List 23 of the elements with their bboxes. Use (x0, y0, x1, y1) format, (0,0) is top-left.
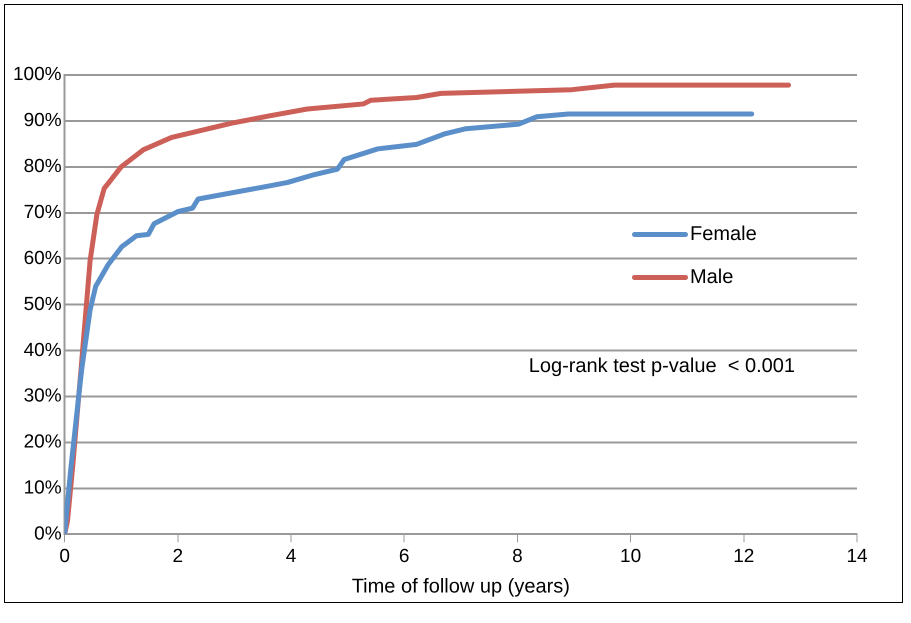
x-tick-label: 4 (286, 546, 297, 567)
y-tick-label: 0% (34, 523, 62, 544)
x-tick-label: 8 (512, 546, 523, 567)
y-tick-label: 20% (24, 432, 62, 453)
y-tick-label: 60% (24, 248, 62, 269)
x-tick-label: 10 (620, 546, 642, 567)
x-tick-label: 2 (172, 546, 184, 567)
y-tick-label: 90% (24, 110, 62, 132)
y-tick-label: 70% (24, 202, 62, 223)
y-tick-label: 30% (24, 386, 62, 407)
y-tick-label: 40% (24, 340, 62, 361)
annotation: Log-rank test p-value < 0.001 (528, 355, 795, 378)
y-tick-label: 10% (24, 478, 62, 499)
x-tick-label: 6 (398, 546, 410, 567)
x-tick-label: 12 (733, 546, 754, 567)
legend-label: Female (690, 222, 757, 246)
legend-label: Male (690, 266, 734, 289)
x-tick-label: 0 (59, 546, 70, 567)
x-tick-label: 14 (846, 546, 868, 567)
x-axis-title: Time of follow up (years) (352, 576, 570, 598)
y-tick-label: 50% (24, 294, 62, 315)
y-tick-label: 100% (12, 64, 62, 86)
y-tick-label: 80% (24, 156, 62, 178)
